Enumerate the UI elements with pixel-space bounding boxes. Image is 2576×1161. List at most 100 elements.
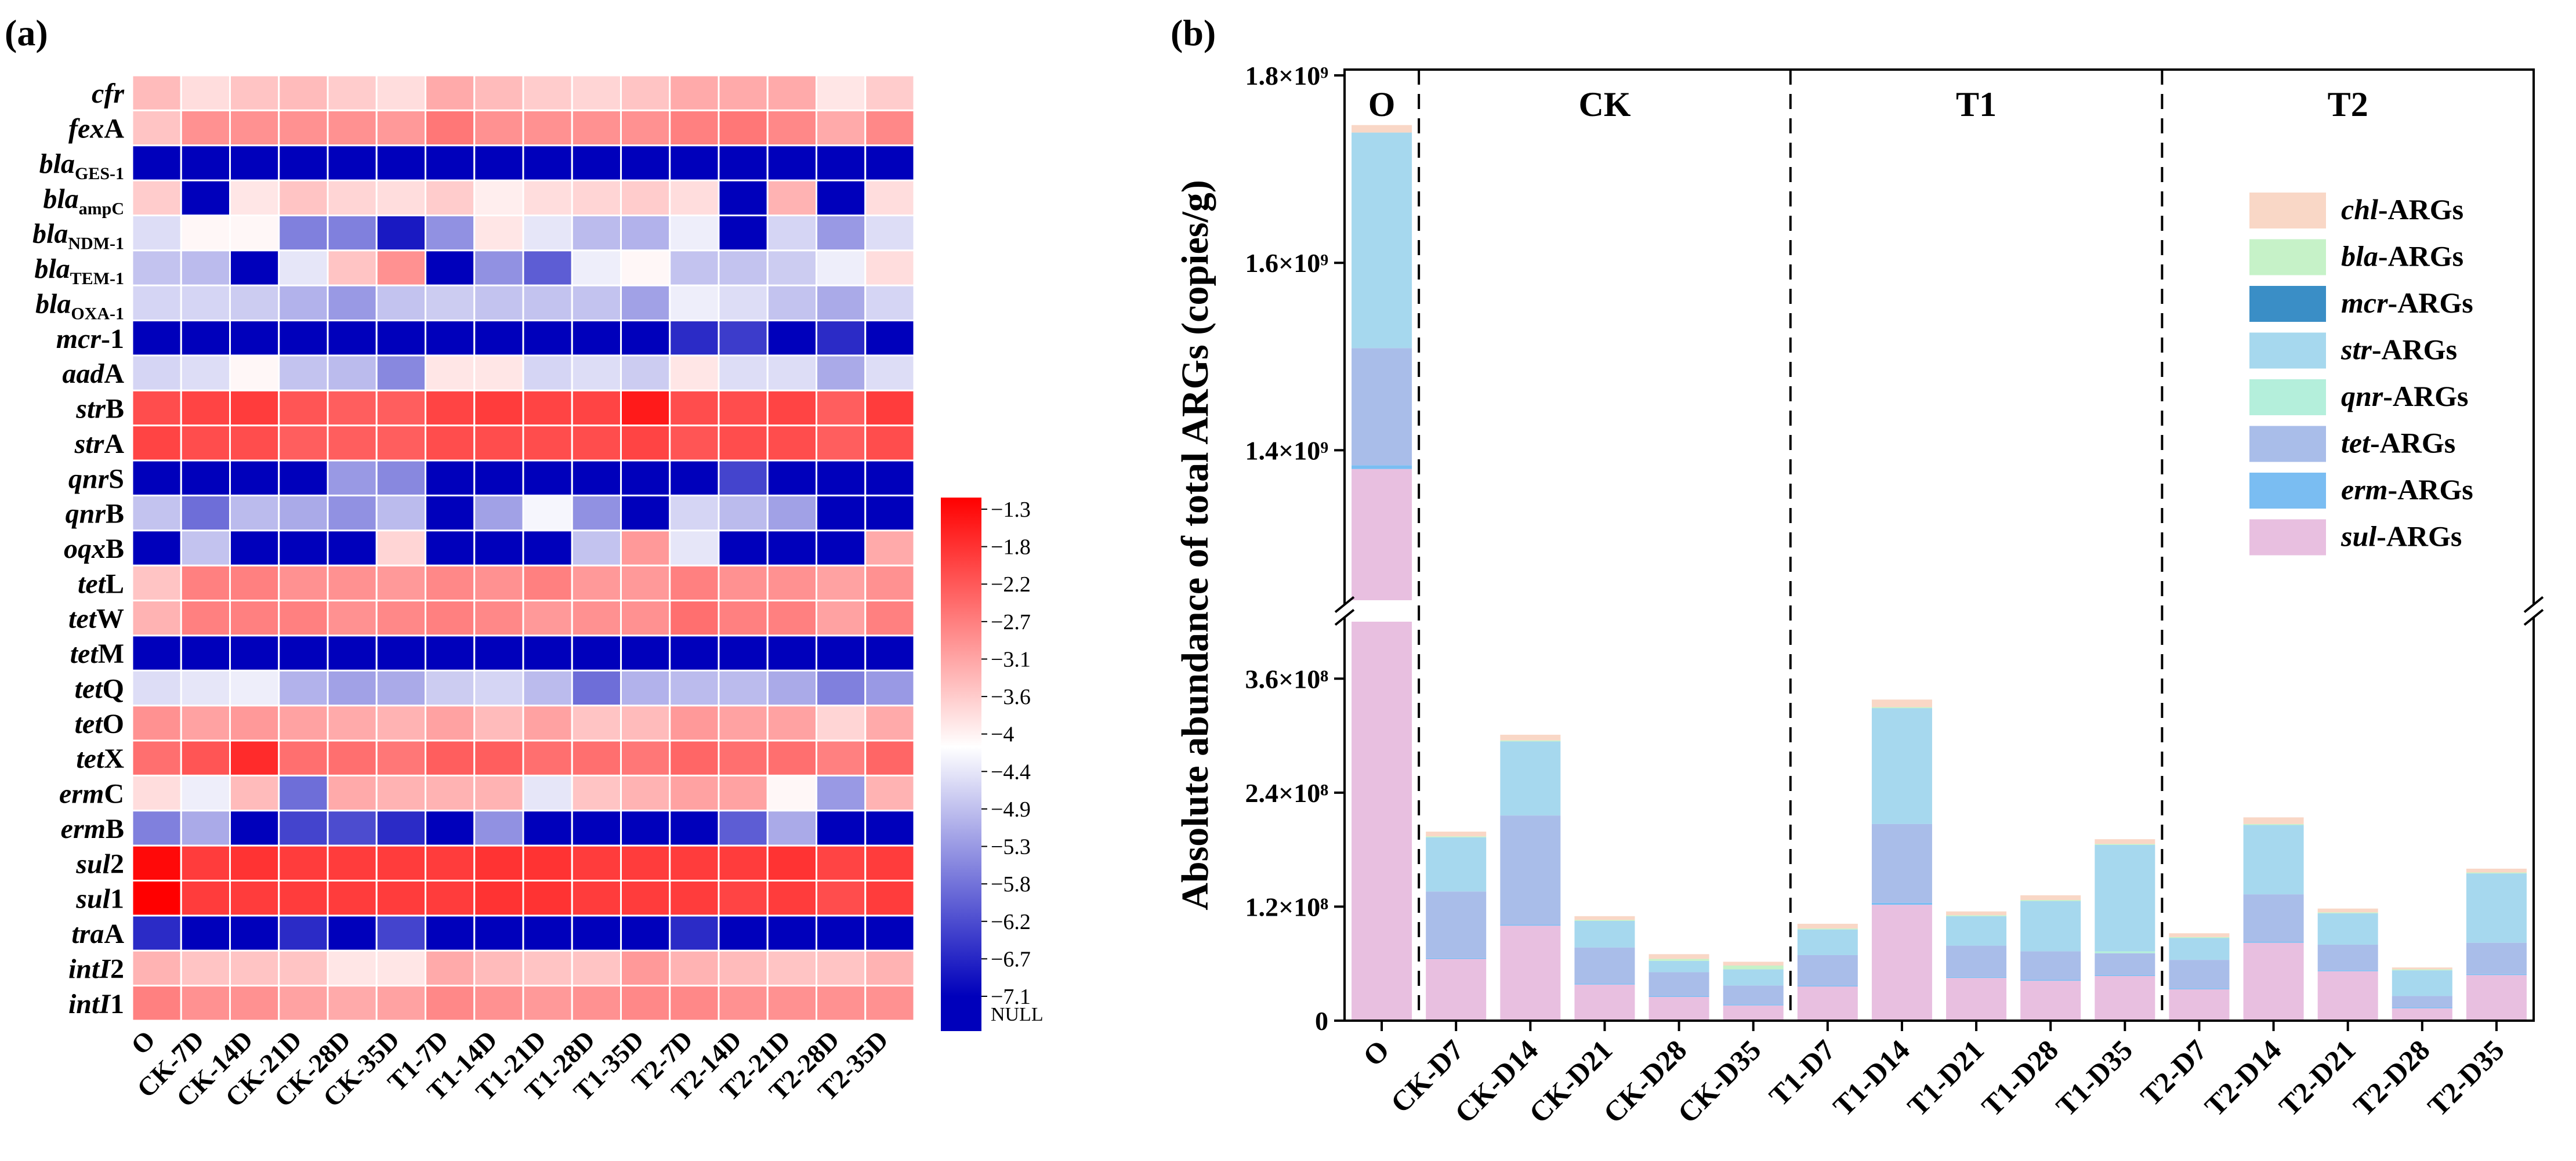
heatmap-cell [522,354,573,391]
heatmap-cell [718,564,769,602]
legend-label-tet: tet-ARGs [2341,427,2455,459]
heatmap-cell [620,249,671,286]
heatmap-cell [816,915,867,952]
heatmap-cell [131,389,182,427]
heatmap-cell [669,564,720,602]
heatmap-cell [425,459,476,496]
bar-segment-erm [1574,984,1635,985]
heatmap-cell [718,739,769,777]
heatmap-cell [180,354,231,391]
panel-a-label: (a) [5,12,48,53]
heatmap-cell [571,705,622,742]
heatmap-cell [278,915,329,952]
legend-label-mcr: mcr-ARGs [2341,286,2473,319]
heatmap-cell [718,425,769,462]
heatmap-cell [816,564,867,602]
heatmap-cell [571,810,622,847]
heatmap-cell [278,179,329,216]
colorbar-tick-label: −2.2 [991,572,1031,597]
x-tick-label: CK-D21 [1523,1033,1618,1129]
heatmap-row-labels: cfr fexA blaGES-1blaampCblaNDM-1blaTEM-1bl… [32,78,125,1019]
heatmap-cell [718,354,769,391]
bar-segment-tet [2020,951,2081,980]
bar-chart: O CK T1 T2 0 1.2×10⁸ 2.4×10⁸ 3.6×10⁸ 1.4×10⁹ 1.6… [1174,61,2545,1129]
heatmap-cell [278,144,329,182]
heatmap-cell [473,600,524,637]
heatmap-row-label: strB [75,394,124,425]
heatmap-cell [327,915,378,952]
y-tick-label: 3.6×10⁸ [1245,664,1328,694]
heatmap-cell [473,284,524,322]
heatmap-cell [180,844,231,882]
heatmap-cell [522,810,573,847]
bar-segment-bla [1574,920,1635,921]
heatmap-cell [864,705,915,742]
heatmap-cell [571,564,622,602]
bar-segment-bla [2317,912,2378,913]
legend-label-qnr: qnr-ARGs [2341,380,2468,412]
heatmap-cell [229,320,280,357]
bar-segment-erm [1723,1004,1784,1006]
heatmap-cell [522,144,573,182]
plot-frame [1333,68,2545,1022]
heatmap-cell [766,564,817,602]
heatmap-cell [278,564,329,602]
heatmap-row-label: intI1 [68,989,124,1019]
heatmap-cell [571,880,622,917]
bar-segment-tet [1871,823,1932,903]
heatmap-cell [864,144,915,182]
bar-segment-chl [1946,911,2007,916]
heatmap-row-label: tetO [75,709,124,739]
heatmap-cell [669,634,720,672]
heatmap-cell [375,529,426,567]
heatmap-cell [425,214,476,252]
heatmap-cell [473,249,524,286]
heatmap-cell [620,669,671,707]
bar-segment-chl [1426,832,1487,837]
bar-segment-tet [2243,894,2304,942]
y-tick-label: 1.8×10⁹ [1245,61,1328,90]
heatmap-cell [816,705,867,742]
heatmap-cell [620,774,671,812]
heatmap-cell [620,915,671,952]
heatmap-cell [864,389,915,427]
heatmap-cell [718,320,769,357]
heatmap-cell [131,985,182,1022]
x-tick-label: T1-D28 [1975,1033,2064,1123]
colorbar-tick-label: −7.1 [991,985,1031,1009]
heatmap-cell [766,529,817,567]
heatmap-cell [620,600,671,637]
heatmap-cell [425,494,476,532]
heatmap-cell [473,844,524,882]
legend-swatch-bla [2249,239,2326,275]
heatmap-cell [571,459,622,496]
group-label: T2 [2328,85,2368,124]
heatmap-cell [766,810,817,847]
bar-segment-tet [1500,815,1561,925]
heatmap-cell [229,74,280,111]
heatmap-cell [816,494,867,532]
heatmap-cell [473,985,524,1022]
heatmap: cfr fexA blaGES-1blaampCblaNDM-1blaTEM-1bl… [32,74,1044,1113]
heatmap-cell [327,249,378,286]
heatmap-cell [375,459,426,496]
heatmap-cell [278,284,329,322]
heatmap-cell [571,669,622,707]
heatmap-cell [180,705,231,742]
heatmap-cell [669,179,720,216]
heatmap-row-label: blaTEM-1 [34,253,124,288]
heatmap-cell [229,739,280,777]
legend-swatch-mcr [2249,286,2326,322]
heatmap-cell [816,844,867,882]
heatmap-cell [669,320,720,357]
heatmap-cell [669,774,720,812]
heatmap-row-label: ermB [61,814,124,844]
heatmap-cell [816,179,867,216]
axis-break-mark [2523,608,2544,626]
bar-segment-erm [1797,985,1858,987]
bar-segment-erm [1871,902,1932,905]
heatmap-cell [327,109,378,147]
heatmap-cell [816,284,867,322]
heatmap-cell [180,880,231,917]
heatmap-cell [864,739,915,777]
